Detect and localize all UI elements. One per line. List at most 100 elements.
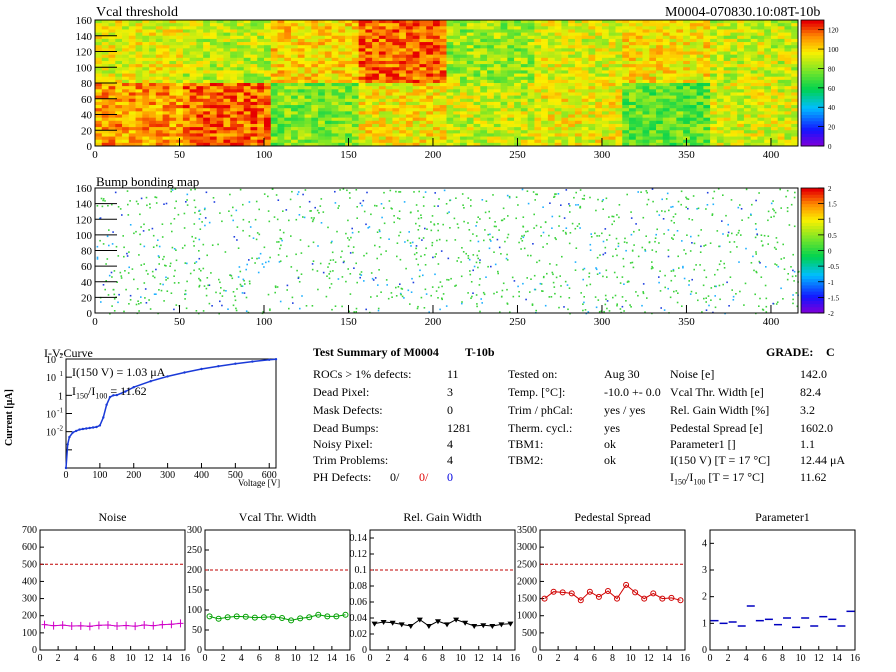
heatmap-cell [412, 45, 420, 49]
heatmap-cell [250, 136, 258, 140]
heatmap-cell [791, 111, 799, 115]
heatmap-cell [209, 86, 217, 90]
heatmap-cell [169, 133, 177, 137]
heatmap-cell [716, 29, 724, 33]
heatmap-cell [223, 32, 231, 37]
heatmap-cell [392, 111, 400, 115]
heatmap-cell [277, 51, 285, 55]
bump-pixel [467, 255, 470, 257]
heatmap-cell [629, 70, 637, 74]
heatmap-cell [365, 117, 373, 122]
heatmap-cell [520, 92, 528, 96]
heatmap-cell [777, 86, 785, 90]
heatmap-cell [365, 20, 373, 24]
y-tick-label: 80 [81, 78, 93, 90]
bump-pixel [165, 265, 167, 267]
bump-pixel [739, 204, 741, 206]
heatmap-cell [216, 29, 224, 33]
heatmap-cell [209, 83, 217, 87]
heatmap-cell [291, 114, 299, 118]
heatmap-cell [764, 136, 772, 140]
bump-pixel [582, 268, 584, 271]
bump-pixel [563, 306, 565, 308]
heatmap-cell [547, 79, 555, 84]
bump-pixel [760, 240, 763, 242]
heatmap-cell [378, 32, 386, 37]
heatmap-cell [453, 133, 461, 137]
heatmap-cell [304, 79, 312, 84]
heatmap-cell [500, 111, 508, 115]
heatmap-cell [399, 48, 407, 52]
heatmap-cell [507, 89, 515, 93]
heatmap-cell [588, 51, 596, 55]
bump-pixel [342, 261, 345, 264]
heatmap-cell [601, 57, 610, 62]
heatmap-cell [182, 67, 190, 71]
heatmap-cell [635, 83, 643, 87]
heatmap-cell [716, 42, 724, 46]
heatmap-cell [514, 92, 522, 96]
heatmap-cell [500, 70, 508, 74]
heatmap-cell [128, 133, 136, 137]
heatmap-cell [473, 120, 481, 125]
heatmap-cell [149, 95, 157, 100]
bump-pixel [334, 261, 337, 263]
heatmap-cell [608, 42, 616, 46]
heatmap-cell [243, 20, 251, 24]
heatmap-cell [270, 127, 278, 131]
heatmap-cell [128, 54, 136, 59]
heatmap-cell [608, 38, 616, 43]
heatmap-cell [372, 86, 380, 90]
heatmap-cell [466, 86, 474, 90]
heatmap-cell [331, 105, 339, 109]
heatmap-cell [338, 76, 346, 81]
heatmap-cell [115, 92, 123, 96]
heatmap-cell [149, 45, 157, 49]
bump-pixel [430, 229, 433, 232]
colorbar-tick-label: 40 [828, 104, 836, 112]
heatmap-cell [230, 108, 238, 112]
heatmap-cell [149, 38, 157, 43]
heatmap-cell [399, 108, 407, 112]
heatmap-cell [642, 26, 650, 30]
heatmap-cell [446, 111, 454, 115]
colorbar-step [801, 101, 824, 106]
heatmap-cell [527, 83, 535, 87]
heatmap-cell [216, 45, 224, 49]
heatmap-cell [108, 114, 116, 118]
bump-pixel [202, 310, 205, 312]
heatmap-cell [514, 130, 522, 134]
heatmap-cell [500, 73, 508, 77]
heatmap-cell [338, 48, 346, 52]
heatmap-cell [135, 32, 143, 37]
heatmap-cell [216, 76, 224, 81]
heatmap-cell [291, 60, 299, 65]
heatmap-cell [595, 105, 603, 109]
heatmap-cell [95, 133, 103, 137]
heatmap-cell [750, 83, 758, 87]
heatmap-cell [250, 89, 258, 93]
heatmap-cell [689, 86, 697, 90]
heatmap-cell [473, 67, 481, 71]
bump-pixel [551, 271, 554, 274]
bump-pixel [502, 282, 505, 285]
heatmap-cell [203, 54, 211, 59]
heatmap-cell [446, 76, 454, 81]
heatmap-cell [561, 120, 569, 125]
bump-pixel [393, 221, 395, 224]
bump-pixel [642, 216, 645, 219]
heatmap-cell [480, 136, 488, 140]
heatmap-cell [588, 35, 596, 40]
heatmap-cell [95, 89, 103, 93]
heatmap-cell [446, 89, 454, 93]
heatmap-cell [588, 86, 596, 90]
bump-pixel [421, 239, 423, 241]
heatmap-cell [466, 111, 474, 115]
heatmap-cell [770, 136, 779, 140]
heatmap-cell [405, 73, 413, 77]
heatmap-cell [710, 26, 718, 30]
heatmap-cell [473, 23, 481, 27]
heatmap-cell [527, 108, 535, 112]
bump-pixel [465, 252, 467, 255]
bump-pixel [282, 210, 284, 212]
